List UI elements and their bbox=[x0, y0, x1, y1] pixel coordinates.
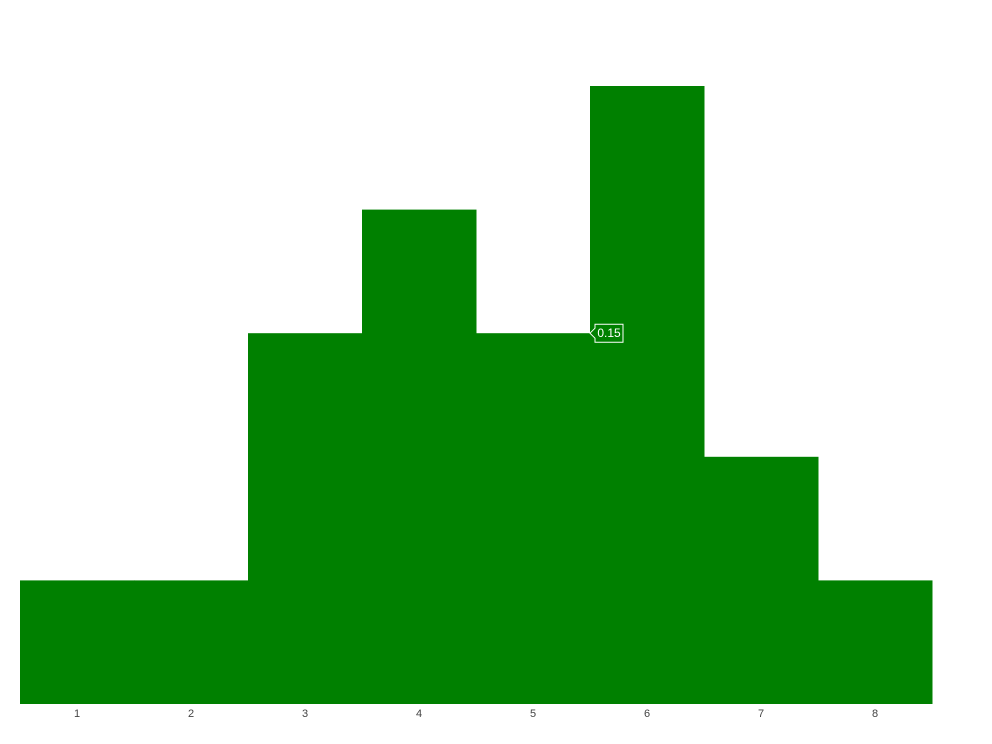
bar-7[interactable] bbox=[704, 456, 819, 704]
bars-group bbox=[20, 86, 933, 704]
tooltip-box bbox=[589, 323, 624, 343]
x-tick-label: 6 bbox=[644, 708, 650, 720]
x-axis-ticks: 1 2 3 4 5 6 7 8 bbox=[74, 708, 878, 720]
value-tooltip: 0.15 bbox=[589, 323, 624, 343]
x-tick-label: 1 bbox=[74, 708, 80, 720]
bar-2[interactable] bbox=[134, 580, 249, 704]
x-tick-label: 7 bbox=[758, 708, 764, 720]
x-tick-label: 2 bbox=[188, 708, 194, 720]
x-tick-label: 3 bbox=[302, 708, 308, 720]
x-tick-label: 4 bbox=[416, 708, 422, 720]
tooltip-text: 0.15 bbox=[597, 326, 621, 340]
x-tick-label: 5 bbox=[530, 708, 536, 720]
bar-1[interactable] bbox=[20, 580, 135, 704]
bar-6[interactable] bbox=[590, 86, 705, 704]
bar-5[interactable] bbox=[476, 333, 591, 704]
bar-8[interactable] bbox=[818, 580, 933, 704]
x-tick-label: 8 bbox=[872, 708, 878, 720]
bar-4[interactable] bbox=[362, 209, 477, 704]
bar-3[interactable] bbox=[248, 333, 363, 704]
